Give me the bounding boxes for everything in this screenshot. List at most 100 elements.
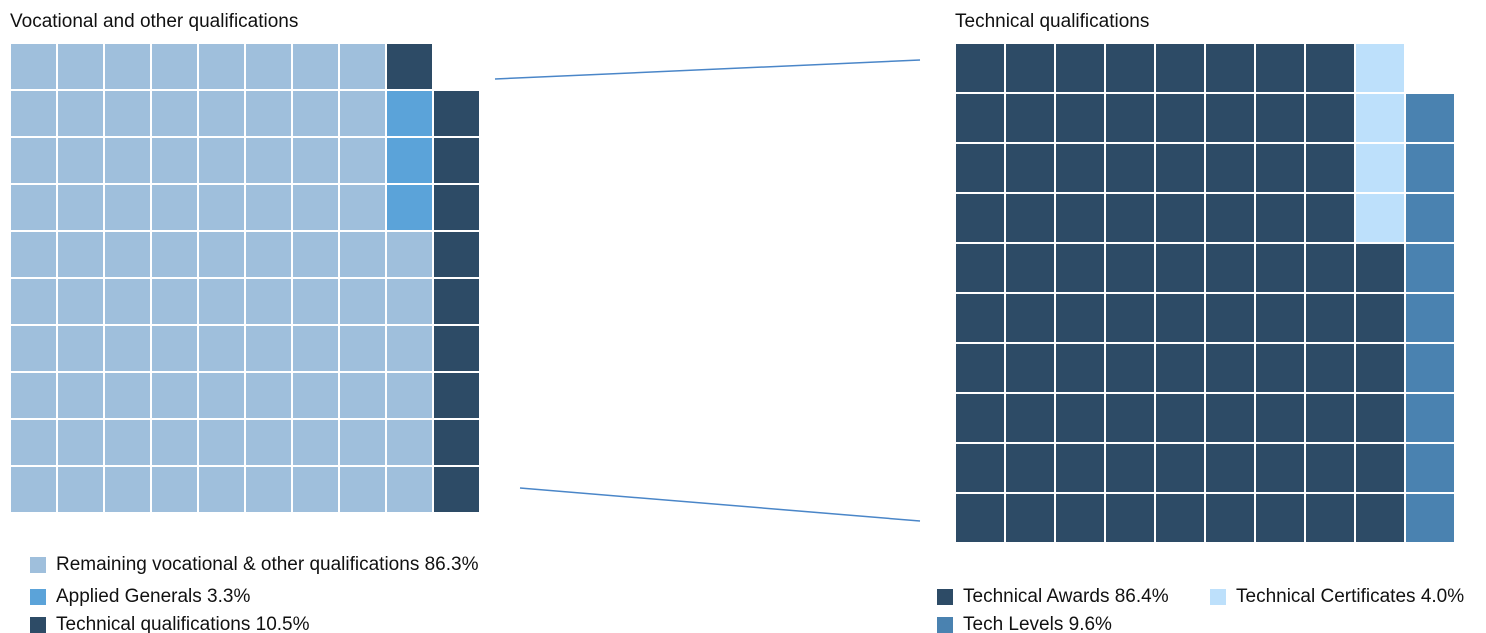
waffle-cell bbox=[11, 44, 56, 89]
waffle-cell bbox=[1156, 144, 1204, 192]
waffle-cell bbox=[58, 91, 103, 136]
waffle-cell bbox=[152, 279, 197, 324]
waffle-cell bbox=[105, 326, 150, 371]
waffle-cell bbox=[1006, 244, 1054, 292]
waffle-cell bbox=[1256, 294, 1304, 342]
waffle-cell bbox=[1006, 494, 1054, 542]
waffle-cell bbox=[340, 279, 385, 324]
legend-name: Technical Awards bbox=[963, 586, 1109, 607]
waffle-cell bbox=[293, 373, 338, 418]
waffle-cell bbox=[387, 232, 432, 277]
waffle-cell bbox=[387, 185, 432, 230]
waffle-cell bbox=[293, 185, 338, 230]
waffle-cell bbox=[1256, 494, 1304, 542]
waffle-cell bbox=[293, 44, 338, 89]
waffle-cell bbox=[105, 279, 150, 324]
waffle-cell bbox=[246, 44, 291, 89]
waffle-cell bbox=[956, 194, 1004, 242]
legend-label: Remaining vocational & other qualificati… bbox=[56, 554, 479, 575]
waffle-cell bbox=[1106, 444, 1154, 492]
waffle-cell bbox=[105, 138, 150, 183]
waffle-cell bbox=[152, 185, 197, 230]
waffle-cell bbox=[340, 420, 385, 465]
waffle-cell bbox=[11, 232, 56, 277]
waffle-cell bbox=[246, 138, 291, 183]
waffle-cell bbox=[1056, 244, 1104, 292]
waffle-cell bbox=[1106, 94, 1154, 142]
legend-name: Applied Generals bbox=[56, 586, 202, 607]
waffle-cell bbox=[1406, 394, 1454, 442]
waffle-cell bbox=[1106, 144, 1154, 192]
legend-value: 9.6% bbox=[1069, 614, 1112, 633]
waffle-cell bbox=[58, 467, 103, 512]
waffle-cell bbox=[58, 279, 103, 324]
waffle-cell bbox=[1156, 394, 1204, 442]
waffle-cell bbox=[1256, 144, 1304, 192]
waffle-cell bbox=[1256, 344, 1304, 392]
waffle-cell bbox=[1206, 294, 1254, 342]
waffle-cell bbox=[1006, 144, 1054, 192]
waffle-cell bbox=[1306, 44, 1354, 92]
waffle-cell bbox=[1256, 194, 1304, 242]
waffle-cell bbox=[1356, 144, 1404, 192]
legend-value: 10.5% bbox=[256, 614, 310, 633]
waffle-cell bbox=[340, 91, 385, 136]
waffle-cell bbox=[340, 232, 385, 277]
waffle-cell bbox=[246, 185, 291, 230]
waffle-cell bbox=[1156, 194, 1204, 242]
waffle-cell bbox=[1306, 294, 1354, 342]
waffle-cell bbox=[293, 420, 338, 465]
waffle-cell bbox=[1056, 94, 1104, 142]
waffle-cell bbox=[1106, 244, 1154, 292]
waffle-cell bbox=[152, 326, 197, 371]
waffle-cell bbox=[956, 444, 1004, 492]
waffle-cell bbox=[1156, 294, 1204, 342]
waffle-cell bbox=[387, 420, 432, 465]
waffle-cell bbox=[1106, 344, 1154, 392]
waffle-cell bbox=[1206, 344, 1254, 392]
legend-value: 86.4% bbox=[1115, 586, 1169, 607]
waffle-cell bbox=[199, 279, 244, 324]
waffle-cell bbox=[246, 467, 291, 512]
chart-title: Vocational and other qualifications bbox=[10, 11, 298, 32]
waffle-cell bbox=[1056, 44, 1104, 92]
waffle-cell bbox=[246, 91, 291, 136]
waffle-cell bbox=[58, 326, 103, 371]
waffle-cell bbox=[1306, 444, 1354, 492]
waffle-cell bbox=[1356, 344, 1404, 392]
waffle-cell bbox=[1406, 194, 1454, 242]
waffle-cell bbox=[246, 326, 291, 371]
legend-swatch bbox=[1210, 589, 1226, 605]
legend-label: Technical Awards 86.4% bbox=[963, 586, 1169, 607]
waffle-cell bbox=[1056, 494, 1104, 542]
waffle-cell bbox=[105, 373, 150, 418]
waffle-cell bbox=[1306, 194, 1354, 242]
legend-label: Applied Generals 3.3% bbox=[56, 586, 250, 607]
legend-swatch bbox=[30, 557, 46, 573]
waffle-cell bbox=[1206, 94, 1254, 142]
waffle-cell bbox=[1106, 494, 1154, 542]
waffle-cell bbox=[58, 44, 103, 89]
waffle-cell bbox=[1356, 444, 1404, 492]
waffle-cell bbox=[152, 44, 197, 89]
waffle-cell bbox=[246, 373, 291, 418]
waffle-cell bbox=[1006, 294, 1054, 342]
waffle-cell bbox=[11, 138, 56, 183]
legend-name: Technical qualifications bbox=[56, 614, 250, 633]
connector-line bbox=[519, 487, 921, 522]
waffle-cell bbox=[956, 294, 1004, 342]
waffle-cell bbox=[1156, 444, 1204, 492]
waffle-cell bbox=[1106, 294, 1154, 342]
waffle-cell bbox=[199, 232, 244, 277]
waffle-cell bbox=[1406, 494, 1454, 542]
waffle-cell bbox=[152, 373, 197, 418]
waffle-cell bbox=[434, 91, 479, 136]
waffle-cell bbox=[1256, 94, 1304, 142]
waffle-cell bbox=[1406, 244, 1454, 292]
waffle-cell bbox=[956, 244, 1004, 292]
waffle-cell bbox=[1006, 394, 1054, 442]
waffle-cell bbox=[1206, 194, 1254, 242]
waffle-cell bbox=[105, 91, 150, 136]
waffle-cell bbox=[1356, 44, 1404, 92]
waffle-cell bbox=[434, 138, 479, 183]
